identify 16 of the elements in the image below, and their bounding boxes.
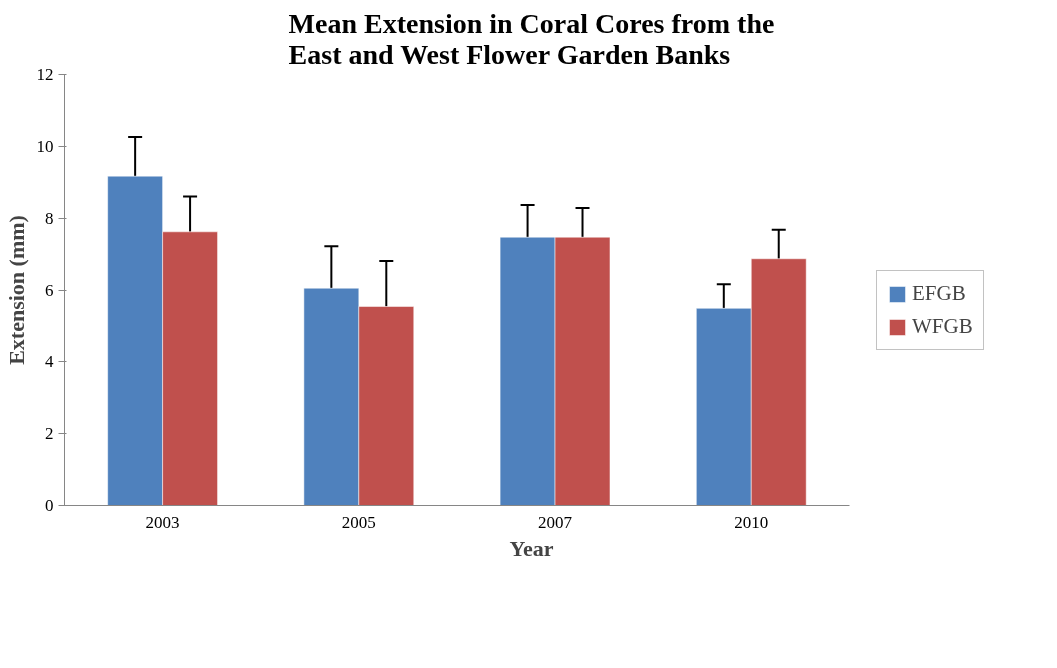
x-tick-label: 2005: [341, 512, 376, 532]
y-tick-label: 4: [45, 352, 54, 372]
x-tick-label: 2007: [538, 512, 573, 532]
y-tick-label: 0: [45, 496, 54, 515]
chart-title: Mean Extension in Coral Cores from the East and West Flower Garden Banks: [288, 7, 775, 70]
x-axis-title: Year: [509, 535, 554, 561]
legend-label: EFGB: [912, 281, 966, 306]
x-tick-label: 2010: [734, 512, 769, 532]
y-tick-label: 12: [36, 65, 54, 84]
y-tick-label: 6: [45, 280, 54, 300]
y-tick-label: 2: [45, 424, 54, 444]
y-axis-title: Extension (mm): [3, 215, 29, 365]
y-tick-label: 10: [36, 136, 54, 156]
x-tick-label: 2003: [145, 512, 180, 532]
y-tick-label: 8: [45, 208, 54, 228]
legend-label: WFGB: [912, 314, 973, 339]
